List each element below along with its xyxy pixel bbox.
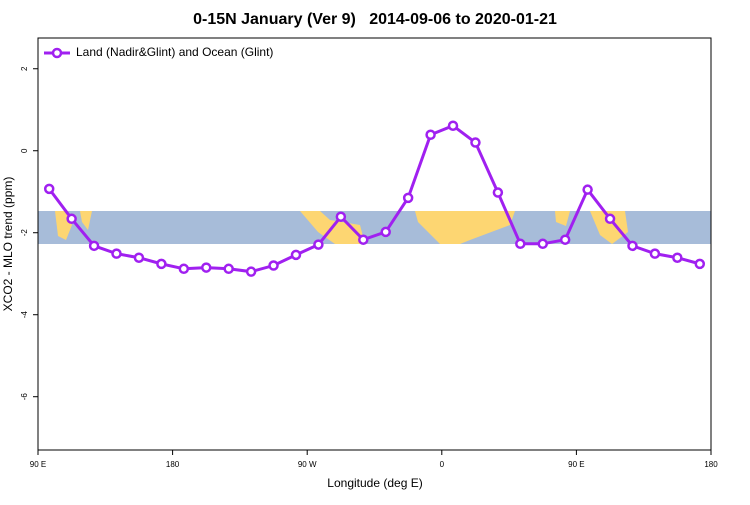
y-tick-label: 0 <box>20 148 29 153</box>
point <box>470 137 481 148</box>
y-tick-label: -4 <box>20 311 29 319</box>
x-tick-label: 180 <box>704 460 718 469</box>
point <box>43 183 55 195</box>
point <box>66 213 77 225</box>
x-tick-label: 90 W <box>298 460 317 469</box>
point <box>492 187 504 198</box>
y-axis-label: XCO2 - MLO trend (ppm) <box>1 177 15 312</box>
y-tick-label: -6 <box>20 393 29 401</box>
x-tick-label: 90 E <box>568 460 584 469</box>
legend-marker <box>51 47 63 59</box>
point <box>604 213 616 225</box>
point <box>515 238 526 250</box>
x-axis-label: Longitude (deg E) <box>327 476 422 490</box>
point <box>380 226 391 238</box>
point <box>313 239 324 250</box>
point <box>201 262 212 273</box>
point <box>537 238 548 250</box>
point <box>223 263 234 275</box>
map-band <box>38 211 711 244</box>
point <box>649 248 661 259</box>
point <box>178 263 190 275</box>
series-line <box>48 124 701 274</box>
point <box>133 252 145 263</box>
point <box>290 249 302 261</box>
x-tick-label: 0 <box>440 460 445 469</box>
point <box>156 258 167 270</box>
point <box>582 184 593 195</box>
point <box>559 234 571 245</box>
point <box>88 240 100 252</box>
point <box>245 266 257 277</box>
point <box>447 120 459 131</box>
x-tick-label: 180 <box>166 460 180 469</box>
point <box>425 129 436 140</box>
chart-title: 0-15N January (Ver 9) 2014-09-06 to 2020… <box>193 11 557 28</box>
point <box>335 211 347 222</box>
point <box>111 248 122 259</box>
point <box>268 260 279 271</box>
x-tick-label: 90 E <box>30 460 46 469</box>
y-tick-label: -2 <box>20 229 29 237</box>
point <box>358 234 369 245</box>
point <box>672 252 683 263</box>
y-tick-label: 2 <box>20 66 29 71</box>
point <box>627 240 638 252</box>
point <box>402 192 414 204</box>
point <box>694 258 706 270</box>
legend-label: Land (Nadir&Glint) and Ocean (Glint) <box>76 45 273 59</box>
plot-frame <box>37 37 712 451</box>
